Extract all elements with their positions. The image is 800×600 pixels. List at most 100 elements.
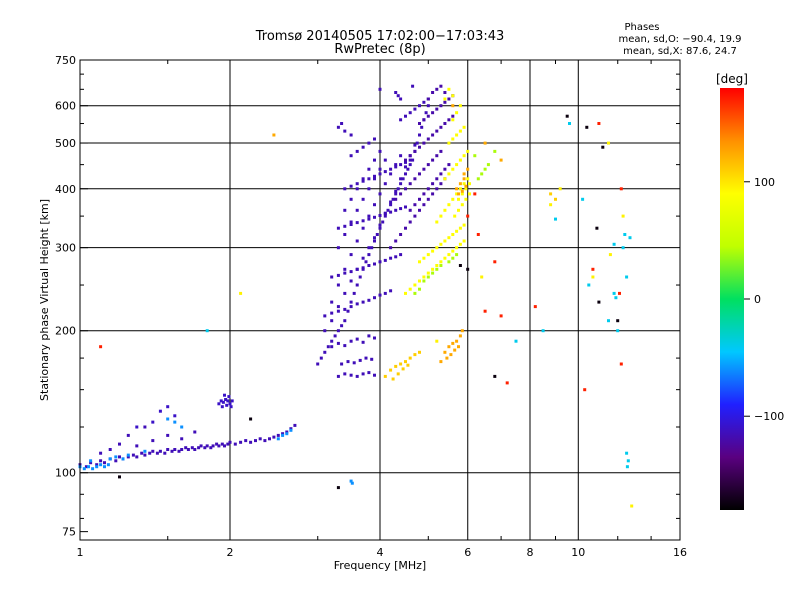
data-point-5-49	[455, 111, 459, 115]
data-point-11-4	[616, 319, 620, 323]
data-point-3-111	[336, 309, 340, 313]
data-point-5-40	[458, 158, 462, 162]
data-point-5-23	[451, 233, 455, 236]
data-point-0-1	[84, 465, 88, 469]
data-point-12-5	[549, 203, 553, 207]
data-point-8-1	[389, 368, 393, 372]
data-point-10-2	[591, 267, 595, 271]
data-point-3-30	[404, 172, 407, 176]
data-point-4-58	[443, 167, 447, 171]
data-point-3-43	[336, 305, 340, 309]
data-point-4-42	[443, 100, 447, 104]
data-point-3-49	[373, 236, 376, 240]
data-point-3-78	[373, 177, 376, 181]
data-point-10-10	[618, 291, 621, 295]
data-point-0-8	[118, 455, 121, 459]
data-point-5-31	[451, 197, 455, 201]
data-point-3-121	[330, 275, 334, 279]
data-point-3-134	[336, 226, 340, 230]
data-point-5-2	[413, 283, 417, 287]
data-point-8-3	[399, 362, 403, 366]
y-tick-label-3: 300	[55, 242, 76, 255]
data-point-1-14	[180, 425, 184, 429]
data-point-3-22	[383, 214, 387, 218]
data-point-5-22	[447, 236, 451, 240]
data-point-7-12	[483, 167, 487, 171]
data-point-3-178	[399, 97, 403, 101]
series-X-green	[413, 149, 497, 295]
data-point-1-20	[121, 457, 125, 461]
data-point-4-3	[404, 226, 407, 230]
data-point-2-15	[135, 425, 139, 429]
data-point-3-27	[396, 187, 400, 191]
y-tick-label-0: 75	[62, 526, 76, 539]
data-point-3-21	[381, 220, 385, 224]
data-point-3-87	[378, 149, 382, 153]
data-point-7-7	[447, 260, 451, 264]
data-point-3-150	[361, 179, 365, 183]
data-point-5-19	[435, 246, 439, 250]
data-point-2-7	[220, 405, 224, 409]
data-point-0-54	[293, 423, 297, 427]
data-point-6-0	[443, 350, 447, 354]
data-point-3-64	[361, 226, 365, 230]
data-point-0-38	[223, 444, 226, 448]
data-point-5-15	[418, 260, 421, 264]
data-point-3-94	[373, 373, 376, 377]
grid-lines	[80, 60, 680, 540]
data-point-3-4	[330, 339, 334, 343]
data-point-5-44	[451, 137, 455, 141]
data-point-2-10	[223, 393, 226, 397]
data-point-4-27	[418, 145, 421, 149]
data-point-0-29	[197, 446, 201, 450]
axis-ticks	[80, 59, 680, 540]
data-point-5-0	[404, 291, 407, 295]
data-point-3-108	[373, 336, 376, 340]
data-point-6-15	[460, 189, 464, 193]
data-point-4-48	[443, 91, 447, 94]
data-point-6-16	[464, 184, 468, 188]
y-tick-label-1: 100	[55, 467, 76, 480]
data-point-3-109	[323, 314, 327, 318]
data-point-3-25	[391, 197, 395, 201]
data-point-3-160	[349, 154, 353, 158]
data-point-3-170	[422, 100, 426, 104]
data-point-3-10	[349, 300, 353, 304]
data-point-3-83	[355, 187, 359, 191]
data-point-3-162	[361, 145, 365, 149]
data-point-8-5	[408, 356, 412, 360]
data-point-0-23	[177, 449, 181, 453]
data-point-3-3	[326, 345, 330, 349]
data-point-3-153	[378, 172, 382, 176]
data-point-3-143	[389, 210, 393, 214]
data-point-4-30	[431, 133, 435, 137]
x-tick-label-1: 2	[227, 546, 234, 559]
data-point-3-20	[378, 226, 382, 230]
data-point-3-115	[361, 300, 365, 304]
data-point-0-63	[126, 433, 130, 437]
data-point-12-0	[630, 504, 634, 508]
data-point-10-8	[466, 214, 470, 218]
data-point-4-40	[435, 107, 439, 111]
data-point-3-131	[389, 256, 393, 260]
data-point-3-65	[367, 214, 371, 218]
data-point-1-11	[143, 449, 147, 453]
y-tick-label-4: 400	[55, 183, 76, 196]
data-point-9-9	[614, 296, 618, 300]
data-point-3-138	[361, 219, 365, 223]
data-point-0-61	[180, 437, 184, 441]
data-point-3-159	[408, 158, 412, 162]
data-point-2-0	[217, 402, 221, 406]
data-point-0-35	[215, 442, 219, 446]
data-point-7-6	[413, 291, 417, 295]
data-point-0-55	[99, 451, 103, 455]
data-point-3-130	[383, 258, 387, 262]
data-point-1-19	[114, 455, 118, 459]
data-point-5-21	[443, 239, 447, 243]
data-point-1-5	[99, 463, 103, 467]
data-point-3-116	[367, 298, 371, 302]
data-point-8-7	[418, 350, 421, 354]
data-point-5-60	[460, 203, 464, 207]
data-point-3-107	[367, 334, 371, 338]
data-point-6-18	[466, 167, 470, 171]
